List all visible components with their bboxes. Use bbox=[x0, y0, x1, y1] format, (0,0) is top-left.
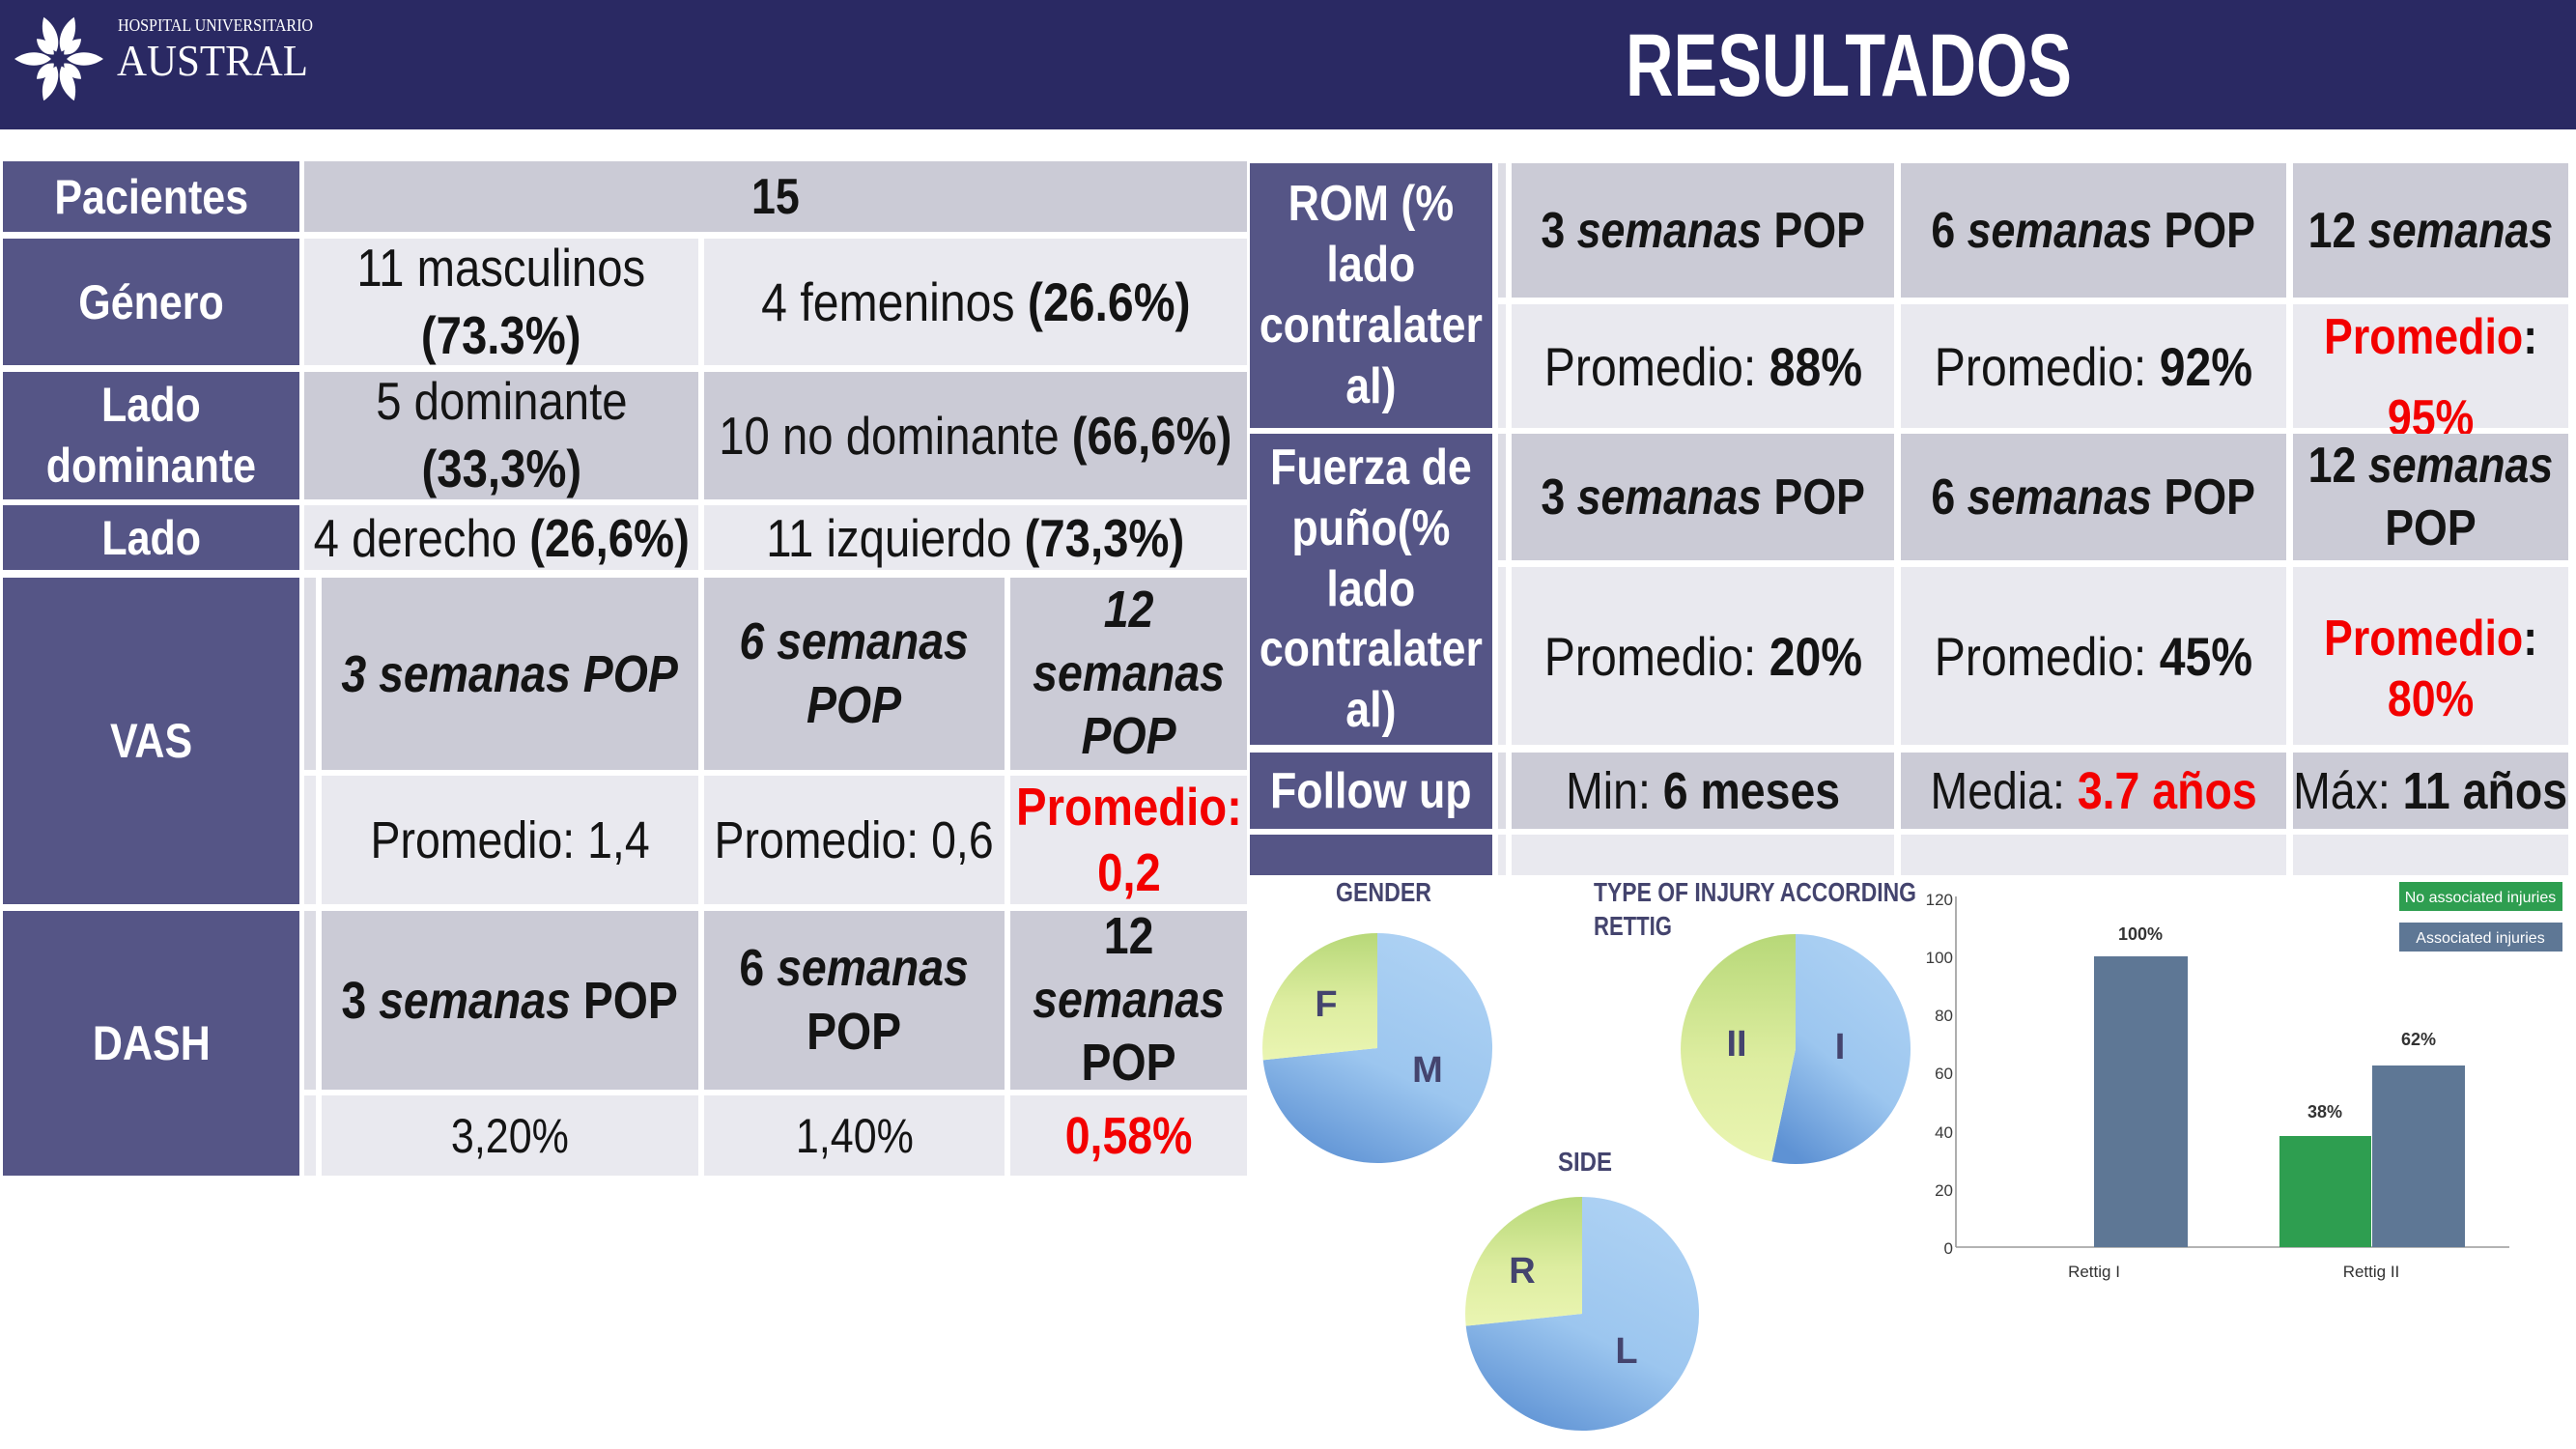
svg-text:GENDER: GENDER bbox=[1336, 877, 1431, 907]
svg-text:RETTIG: RETTIG bbox=[1594, 911, 1672, 941]
svg-text:TYPE OF INJURY ACCORDING: TYPE OF INJURY ACCORDING bbox=[1594, 877, 1916, 907]
svg-text:F: F bbox=[1315, 984, 1337, 1025]
svg-text:40: 40 bbox=[1935, 1123, 1953, 1142]
svg-text:80: 80 bbox=[1935, 1007, 1953, 1025]
svg-text:Associated injuries: Associated injuries bbox=[2416, 930, 2544, 947]
svg-text:HOSPITAL UNIVERSITARIO: HOSPITAL UNIVERSITARIO bbox=[118, 15, 313, 35]
svg-text:38%: 38% bbox=[2307, 1102, 2342, 1122]
svg-text:I: I bbox=[1835, 1027, 1846, 1067]
svg-text:100: 100 bbox=[1926, 949, 1953, 967]
svg-text:0: 0 bbox=[1944, 1239, 1953, 1258]
svg-text:SIDE: SIDE bbox=[1558, 1147, 1612, 1177]
svg-text:R: R bbox=[1509, 1251, 1535, 1292]
svg-text:60: 60 bbox=[1935, 1065, 1953, 1083]
svg-text:20: 20 bbox=[1935, 1181, 1953, 1200]
svg-text:No associated injuries: No associated injuries bbox=[2405, 890, 2557, 906]
svg-text:AUSTRAL: AUSTRAL bbox=[117, 36, 308, 85]
svg-text:M: M bbox=[1412, 1050, 1443, 1091]
svg-text:100%: 100% bbox=[2118, 924, 2163, 944]
svg-text:L: L bbox=[1615, 1331, 1637, 1372]
svg-text:62%: 62% bbox=[2401, 1030, 2436, 1049]
svg-text:Rettig II: Rettig II bbox=[2343, 1263, 2400, 1281]
svg-text:Rettig I: Rettig I bbox=[2068, 1263, 2120, 1281]
svg-text:II: II bbox=[1726, 1024, 1746, 1065]
svg-text:120: 120 bbox=[1926, 891, 1953, 909]
